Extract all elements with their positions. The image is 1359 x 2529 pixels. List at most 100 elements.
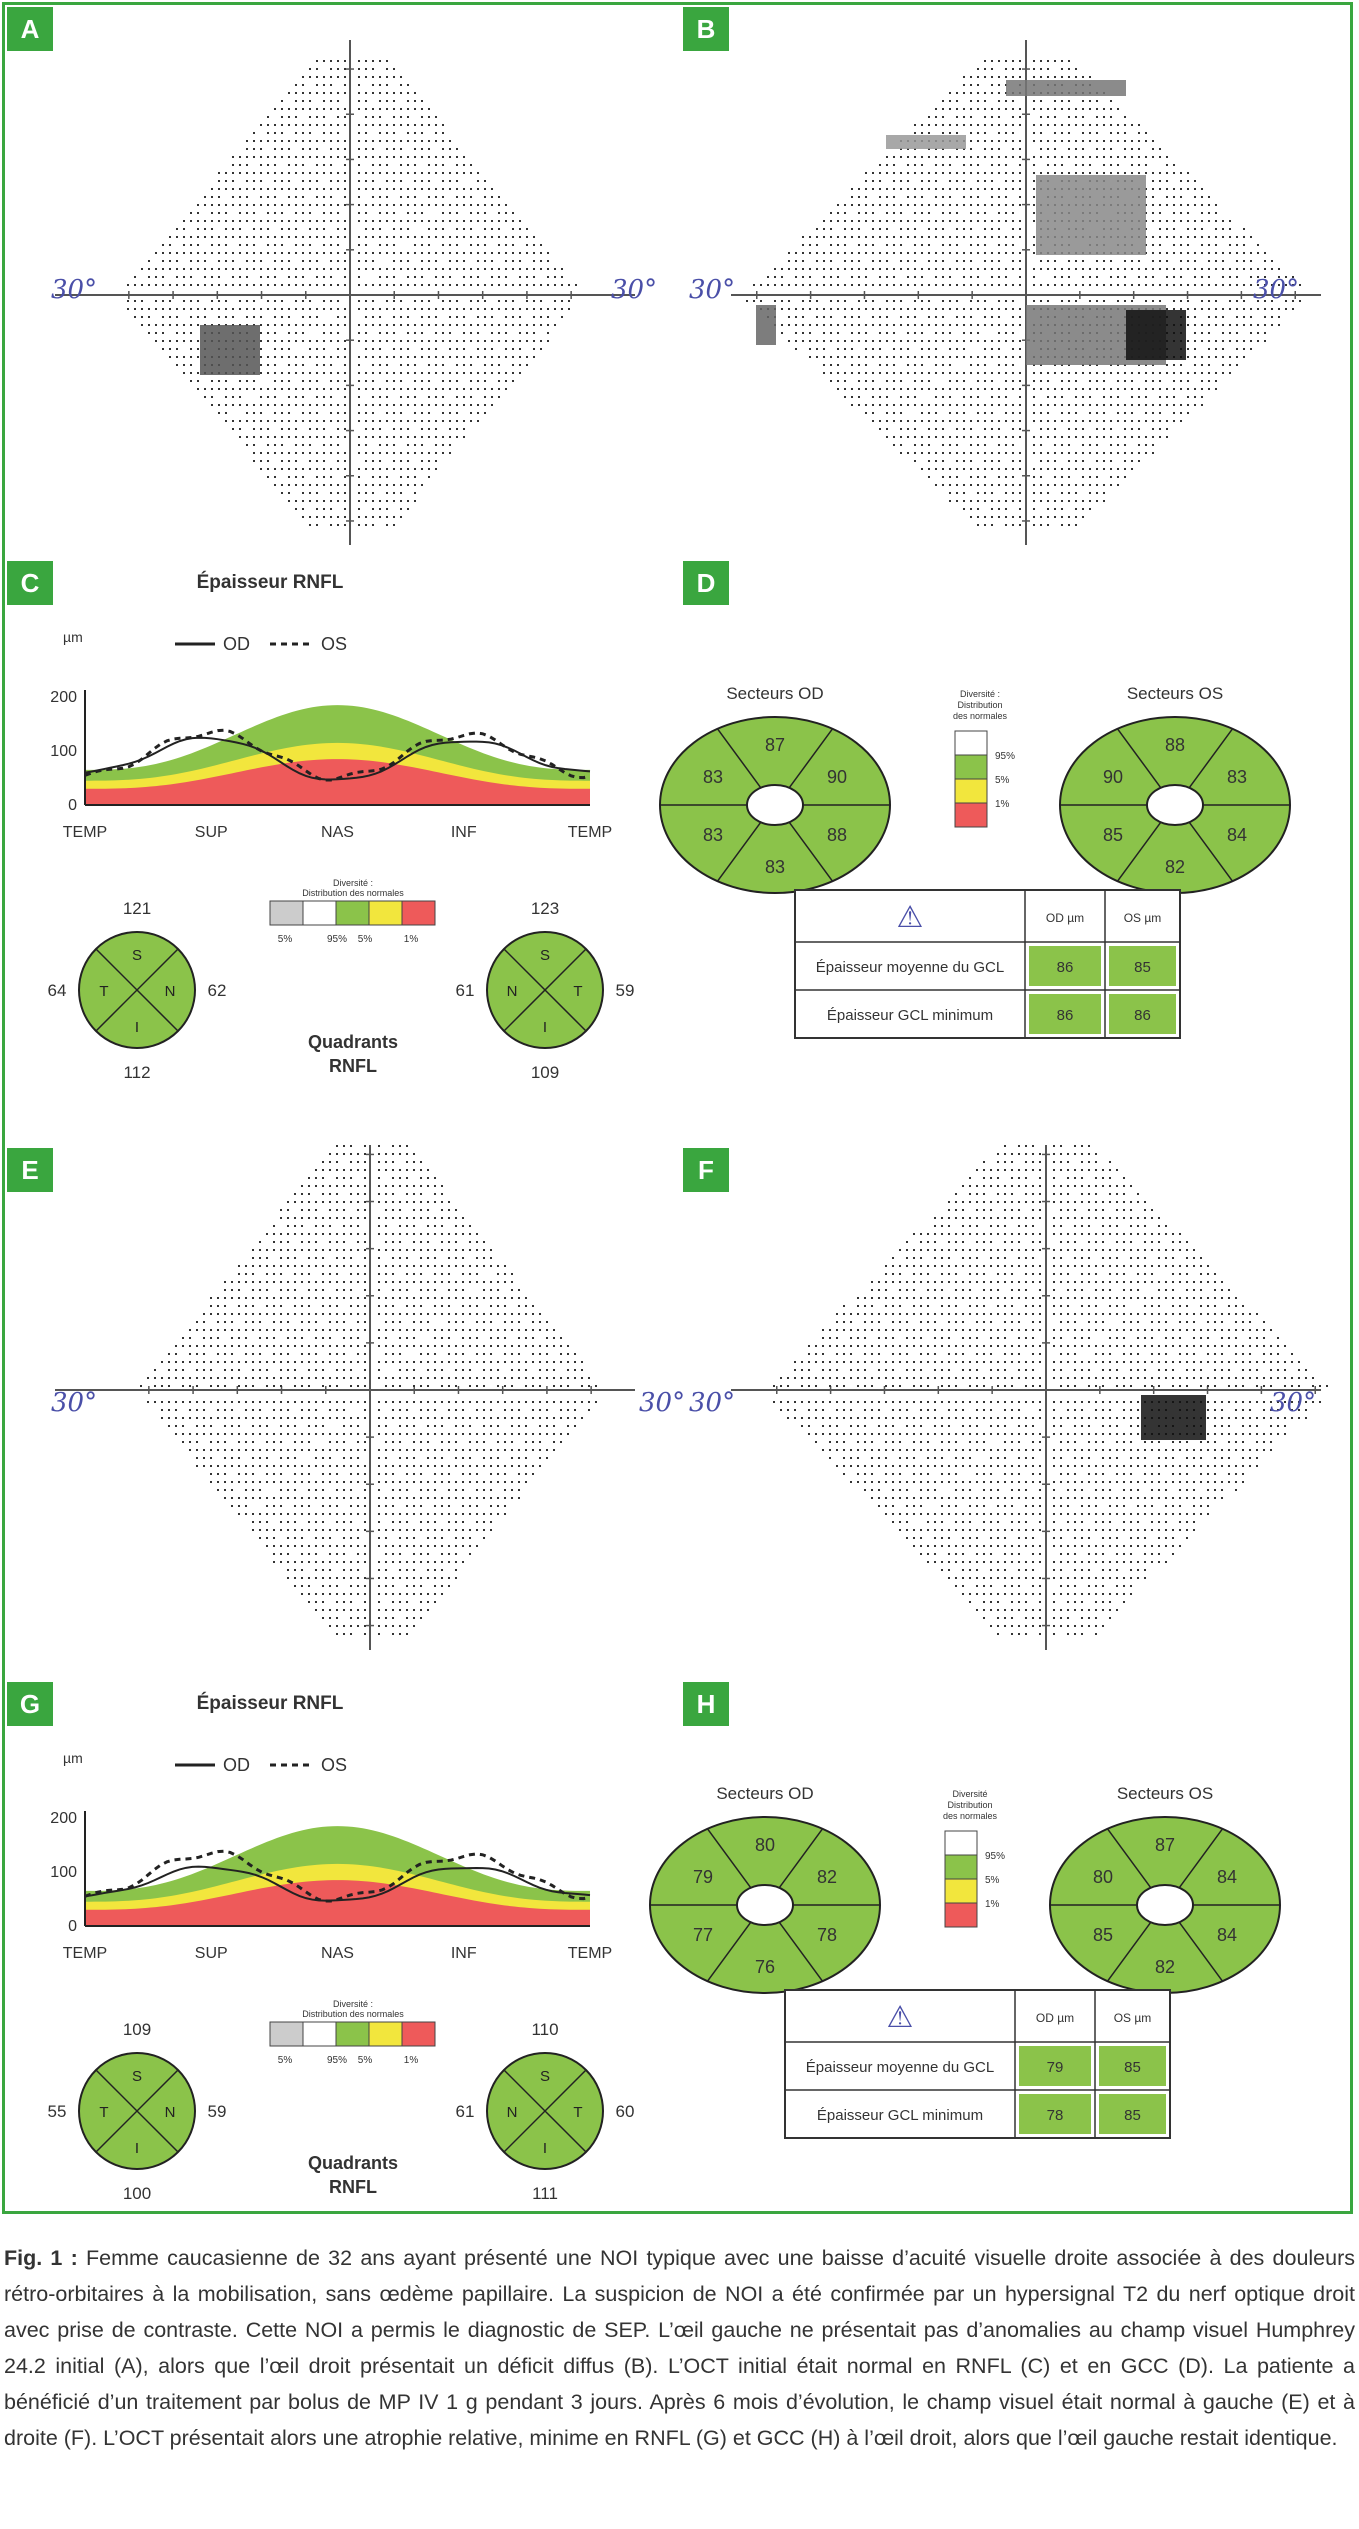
vf-dot (1075, 524, 1077, 526)
vf-dot (421, 244, 423, 246)
vf-dot (385, 1161, 387, 1163)
vf-dot (434, 1249, 436, 1251)
vf-dot (232, 428, 234, 430)
vf-dot (1173, 220, 1175, 222)
vf-dot (956, 100, 958, 102)
vf-dot (1180, 308, 1182, 310)
vf-dot (217, 1297, 219, 1299)
vf-dot (350, 1153, 352, 1155)
vf-dot (470, 308, 472, 310)
vf-dot (197, 388, 199, 390)
vf-dot (225, 308, 227, 310)
vf-dot (365, 140, 367, 142)
vf-dot (956, 372, 958, 374)
vf-dot (1152, 212, 1154, 214)
vf-dot (308, 1233, 310, 1235)
vf-dot (1054, 420, 1056, 422)
vf-dot (288, 116, 290, 118)
vf-dot (970, 244, 972, 246)
vf-dot (484, 284, 486, 286)
vf-dot (956, 260, 958, 262)
vf-dot (253, 316, 255, 318)
vf-dot (1054, 508, 1056, 510)
vf-dot (1054, 484, 1056, 486)
vf-dot (365, 156, 367, 158)
vf-dot (498, 204, 500, 206)
vf-dot (519, 276, 521, 278)
vf-dot (1187, 188, 1189, 190)
vf-dot (1159, 172, 1161, 174)
vf-dot (330, 332, 332, 334)
vf-dot (1285, 276, 1287, 278)
vf-dot (533, 300, 535, 302)
vf-dot (809, 356, 811, 358)
vf-dot (400, 84, 402, 86)
vf-dot (252, 1329, 254, 1331)
vf-dot (518, 1329, 520, 1331)
vf-dot (330, 268, 332, 270)
vf-dot (956, 172, 958, 174)
vf-dot (323, 364, 325, 366)
vf-dot (413, 1297, 415, 1299)
vf-dot-pattern (140, 1145, 597, 1635)
vf-dot (1047, 500, 1049, 502)
vf-dot (935, 284, 937, 286)
vf-dot (1201, 324, 1203, 326)
vf-dot (343, 1153, 345, 1155)
vf-dot (309, 268, 311, 270)
vf-dot (1012, 372, 1014, 374)
vf-dot (935, 236, 937, 238)
vf-dot (421, 372, 423, 374)
vf-dot (476, 1265, 478, 1267)
vf-dot (343, 1225, 345, 1227)
vf-dot (977, 236, 979, 238)
vf-dot (372, 396, 374, 398)
vf-dot (484, 188, 486, 190)
vf-dot (928, 404, 930, 406)
vf-dot (795, 268, 797, 270)
vf-dot (378, 1273, 380, 1275)
vf-dot (1012, 524, 1014, 526)
vf-dot (365, 212, 367, 214)
vf-dot (350, 1225, 352, 1227)
vf-dot (1075, 156, 1077, 158)
vf-dot (1250, 316, 1252, 318)
vf-dot (273, 1305, 275, 1307)
vf-dot (344, 124, 346, 126)
vf-dot (295, 196, 297, 198)
vf-dot (963, 108, 965, 110)
vf-dot (1124, 276, 1126, 278)
vf-dot (1005, 180, 1007, 182)
vf-dot (1033, 492, 1035, 494)
vf-dot (449, 348, 451, 350)
vf-dot (358, 444, 360, 446)
vf-dot (1075, 164, 1077, 166)
vf-dot (434, 1329, 436, 1331)
vf-dot (393, 172, 395, 174)
vf-dot (273, 1329, 275, 1331)
vf-dot (1061, 68, 1063, 70)
vf-dot (358, 212, 360, 214)
vf-dot (470, 276, 472, 278)
vf-dot (302, 100, 304, 102)
vf-dot (316, 316, 318, 318)
vf-dot (491, 236, 493, 238)
vf-dot (498, 340, 500, 342)
vf-dot (484, 404, 486, 406)
vf-dot (1040, 500, 1042, 502)
vf-dot (991, 148, 993, 150)
vf-dot (970, 252, 972, 254)
vf-dot (400, 428, 402, 430)
vf-dot (547, 332, 549, 334)
vf-dot (998, 204, 1000, 206)
vf-dot (1096, 468, 1098, 470)
vf-dot (921, 332, 923, 334)
vf-dot (1229, 244, 1231, 246)
vf-dot (533, 308, 535, 310)
vf-dot (1110, 388, 1112, 390)
vf-dot (512, 220, 514, 222)
vf-dot (393, 452, 395, 454)
vf-dot (434, 1273, 436, 1275)
vf-dot (519, 252, 521, 254)
vf-dot (141, 284, 143, 286)
